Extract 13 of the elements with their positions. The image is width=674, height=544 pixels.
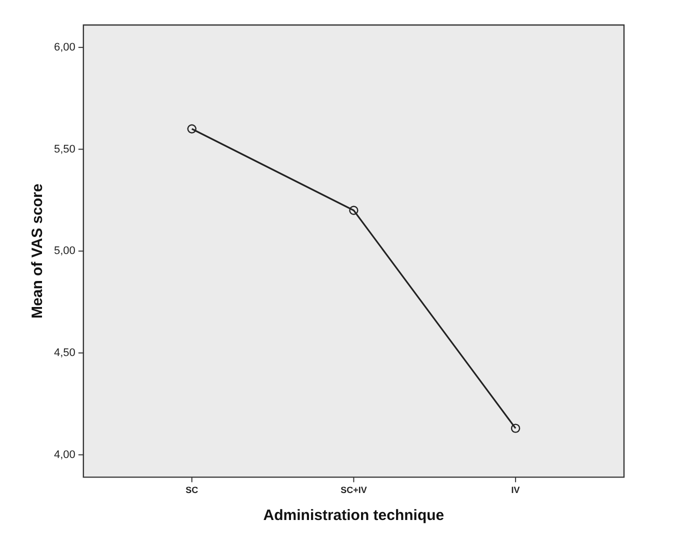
x-tick-label: SC [186,485,199,496]
point [187,124,196,134]
y-axis-title: Mean of VAS score [29,184,46,318]
y-tick-label: 5,00 [54,245,76,258]
y-tick-label: 6,00 [54,41,76,54]
point [349,206,358,215]
y-tick-label: 4,00 [54,448,76,461]
point [510,424,520,433]
y-tick-label: 5,50 [54,143,76,156]
y-tick-label: 4,50 [54,346,76,359]
x-axis-title: Administration technique [263,507,444,524]
x-tick-label: SC+IV [340,485,367,496]
x-tick-label: IV [511,485,520,496]
